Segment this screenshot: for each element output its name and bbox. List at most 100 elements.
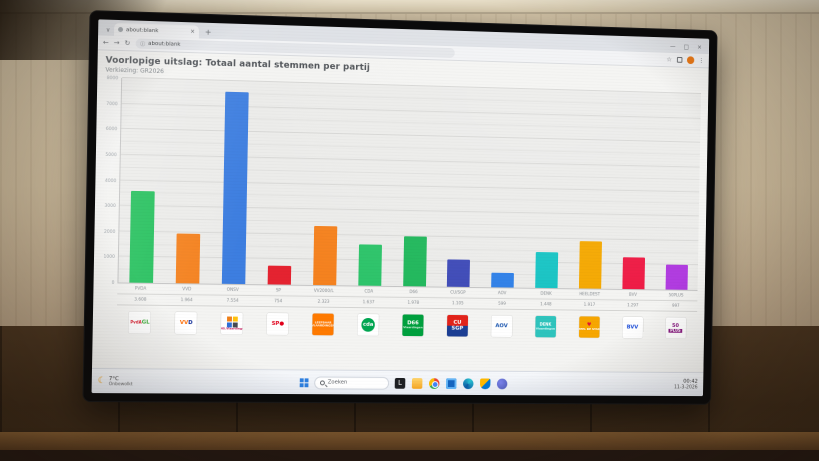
weather-condition: Onbewolkt (108, 381, 133, 387)
gridline (121, 102, 701, 119)
category-label: AOV (497, 290, 507, 296)
reload-icon[interactable]: ↻ (124, 38, 131, 47)
taskbar-search-box[interactable]: Zoeken (314, 375, 390, 390)
gridline (121, 128, 701, 143)
browser-tab[interactable]: about:blank × (113, 22, 200, 39)
profile-avatar[interactable] (686, 56, 694, 65)
window-maximize-button[interactable]: □ (683, 43, 690, 51)
bar-aov (491, 272, 515, 288)
y-tick-label: 6000 (105, 127, 118, 133)
taskbar-app-explorer[interactable] (411, 377, 423, 389)
extensions-icon[interactable] (676, 56, 682, 63)
bar-pvda (129, 190, 156, 283)
y-tick-label: 2000 (103, 229, 116, 235)
tab-title: about:blank (125, 26, 159, 34)
bar-sp (267, 265, 292, 285)
value-label: 1.297 (627, 302, 639, 308)
category-label: ONSV (226, 287, 239, 293)
y-tick-label: 4000 (104, 178, 117, 184)
category-label: CU/SGP (450, 290, 466, 296)
tv-screen: ∨ about:blank × + — □ × ← → ↻ (91, 19, 710, 397)
y-tick-label: 3000 (104, 203, 116, 210)
taskbar-clock[interactable]: 00:42 11-3-2026 (674, 379, 698, 391)
party-logo-sp: SP ● (255, 312, 301, 335)
start-button[interactable] (299, 377, 309, 387)
category-label: DENK (540, 291, 552, 297)
bar-bvv (622, 256, 645, 290)
gridline (119, 217, 699, 229)
party-logo-vvd: VV D (163, 311, 209, 335)
gridline (120, 153, 700, 168)
browser-menu-icon[interactable]: ⋮ (698, 56, 705, 65)
window-close-button[interactable]: × (697, 44, 702, 51)
taskbar-app-edge[interactable] (462, 377, 474, 389)
window-minimize-button[interactable]: — (670, 43, 676, 51)
tab-search-chevron-icon[interactable]: ∨ (105, 26, 111, 34)
category-label: PVDA (134, 286, 147, 292)
category-label: HEELDEST (579, 291, 601, 297)
value-label: 997 (672, 303, 680, 309)
bar-cu/sgp (447, 259, 471, 287)
tab-close-icon[interactable]: × (190, 27, 196, 35)
value-label: 599 (498, 301, 506, 307)
gridline (120, 191, 700, 205)
y-tick-label: 8000 (106, 76, 119, 82)
value-label: 1.917 (583, 302, 596, 308)
forward-icon[interactable]: → (113, 38, 120, 47)
y-tick-label: 5000 (105, 152, 117, 159)
back-icon[interactable]: ← (102, 37, 109, 47)
party-logo-heeldest: ♥ HEEL DE STAD (567, 316, 611, 338)
party-logo-d66: D66 Vlaardingen (390, 314, 435, 337)
taskbar-app-display[interactable] (445, 377, 457, 389)
category-label: VVD (182, 286, 192, 292)
clock-date: 11-3-2026 (673, 384, 698, 391)
category-label: CDA (364, 289, 374, 295)
value-label: 3.608 (134, 297, 147, 303)
category-label: BVV (628, 292, 638, 298)
value-label: 1.448 (540, 301, 552, 307)
bar-onsv (221, 92, 249, 285)
search-placeholder: Zoeken (327, 379, 348, 386)
tv-bezel: ∨ about:blank × + — □ × ← → ↻ (82, 10, 718, 405)
taskbar-app-chrome[interactable] (428, 377, 440, 389)
new-tab-button[interactable]: + (204, 27, 212, 37)
bar-d66 (402, 236, 427, 287)
value-label: 7.554 (226, 298, 239, 304)
y-tick-label: 7000 (106, 101, 118, 107)
bar-cda (357, 244, 382, 286)
value-label: 1.637 (362, 299, 375, 305)
party-logo-aov: AOV (479, 315, 523, 337)
bar-vv2000/l (312, 226, 338, 286)
bookmark-star-icon[interactable]: ☆ (666, 55, 672, 64)
plot-area (117, 76, 701, 291)
party-logo-onsv: ONS.Vlaardingen (209, 312, 255, 335)
taskbar-app-defender[interactable] (479, 377, 491, 389)
party-logo-cda: cda (346, 313, 391, 336)
wall-wood-base (0, 450, 819, 461)
bar-vvd (175, 233, 201, 284)
gridline (120, 179, 700, 192)
taskbar-app-window[interactable]: L (394, 377, 406, 389)
page-info-icon[interactable]: ⓘ (140, 41, 146, 48)
taskbar-app-teams[interactable] (496, 378, 508, 389)
party-logo-vv2000/l: LEEFBAAR VLAARDINGEN (300, 313, 346, 336)
value-label: 754 (274, 298, 283, 304)
bar-chart: 0 1000 2000 3000 4000 5000 6000 7000 8000 PVDA VV… (101, 76, 701, 339)
gridline (120, 140, 700, 156)
tab-favicon-icon (118, 26, 124, 33)
value-label: 2.323 (317, 299, 330, 305)
category-label: SP (275, 287, 282, 293)
weather-widget[interactable]: ☾ 7°C Onbewolkt (98, 376, 133, 387)
party-logo-pvda: PvdA GL (117, 311, 164, 334)
y-tick-label: 1000 (103, 255, 115, 261)
y-tick-label: 0 (111, 280, 115, 286)
party-logo-denk: DENK Vlaardingen (523, 315, 567, 338)
value-label: 1.105 (451, 300, 464, 306)
party-logo-50plus: 50 PLUS (654, 317, 697, 339)
category-label: 50PLUS (668, 292, 684, 298)
gridline (120, 166, 700, 180)
value-label: 1.978 (407, 300, 420, 306)
page-content: Voorlopige uitslag: Totaal aantal stemme… (92, 50, 709, 373)
party-logos-row: PvdA GL VV D ONS.Vlaardingen SP ● LEEFBAAR VLAAR… (117, 311, 698, 339)
